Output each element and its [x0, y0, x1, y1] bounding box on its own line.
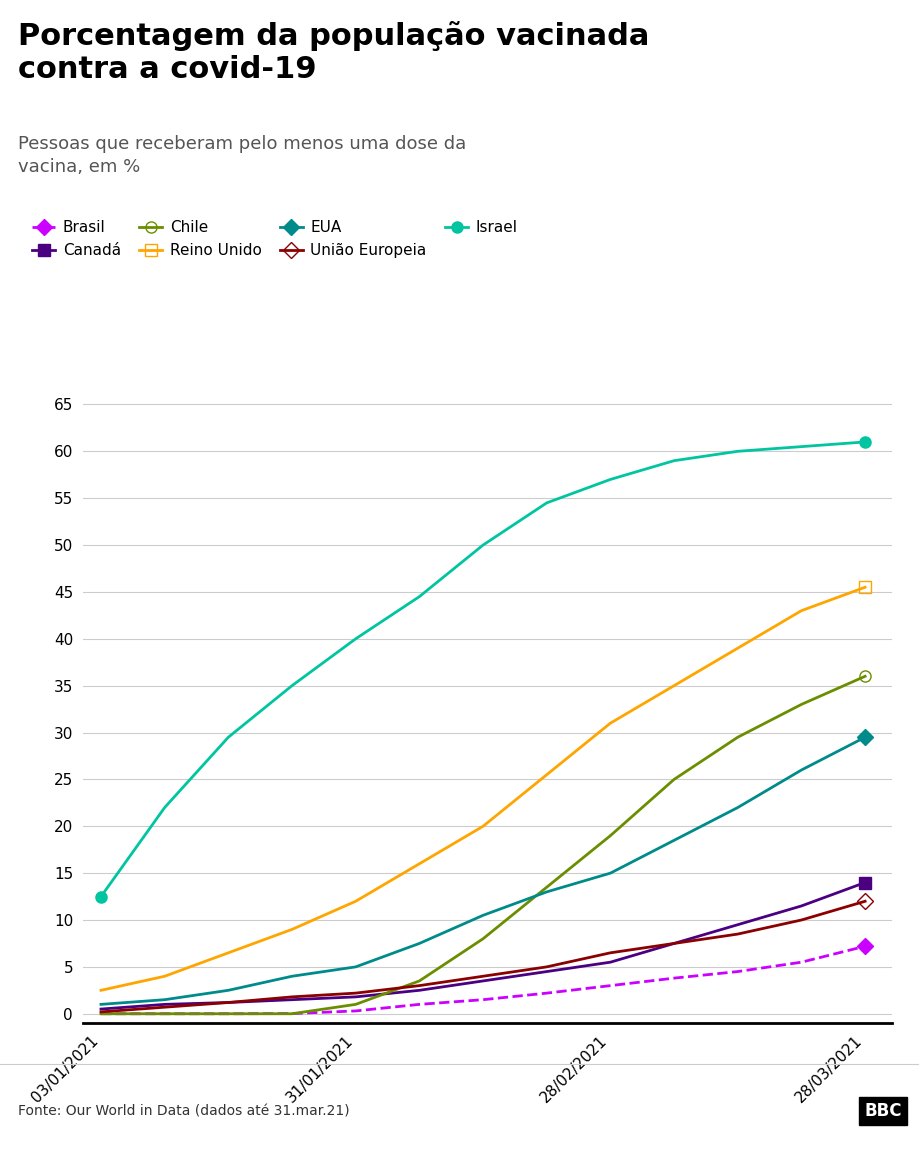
- Text: BBC: BBC: [863, 1102, 901, 1121]
- Text: Pessoas que receberam pelo menos uma dose da
vacina, em %: Pessoas que receberam pelo menos uma dos…: [18, 134, 466, 176]
- Legend: Brasil, Canadá, Chile, Reino Unido, EUA, União Europeia, Israel: Brasil, Canadá, Chile, Reino Unido, EUA,…: [26, 214, 523, 265]
- Text: BBC: BBC: [863, 1102, 901, 1121]
- Text: Porcentagem da população vacinada
contra a covid-19: Porcentagem da população vacinada contra…: [18, 21, 649, 85]
- Text: Fonte: Our World in Data (dados até 31.mar.21): Fonte: Our World in Data (dados até 31.m…: [18, 1104, 349, 1118]
